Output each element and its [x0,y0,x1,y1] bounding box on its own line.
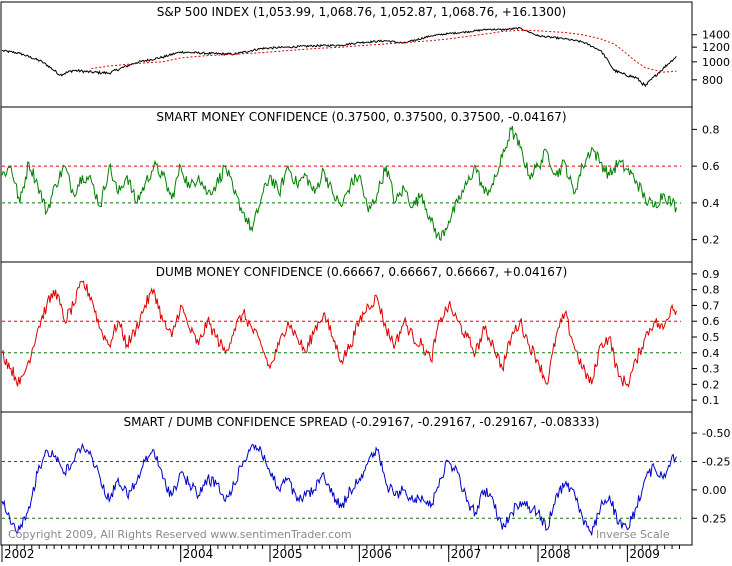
x-tick-label: 2008 [540,547,571,561]
y-tick-label: 0.4 [702,347,720,360]
y-tick-label: 0.7 [702,299,720,312]
inverse-scale-label: Inverse Scale [596,528,670,541]
y-tick-label: -0.50 [702,427,730,440]
panel-title: SMART / DUMB CONFIDENCE SPREAD (-0.29167… [124,415,600,429]
y-tick-label: 0.6 [702,160,720,173]
sp500-moving-average-line [91,29,677,73]
y-tick-label: 800 [702,74,723,87]
panel-smart-money: 0.2 0.4 0.6 0.8 SMART MONEY CONFIDENCE (0.37… [0,106,720,263]
smart-money-line [1,125,677,241]
x-tick-label: 2006 [361,547,392,561]
sp500-line [1,26,677,88]
x-tick-label: 2007 [451,547,482,561]
x-axis: 2002 2004 2005 2006 2007 2008 2009 [1,544,692,562]
panel-title: DUMB MONEY CONFIDENCE (0.66667, 0.66667,… [156,265,568,279]
panel-spread: -0.50 -0.25 0.00 0.25 SMART / DUMB CONFIDENC… [0,411,730,546]
y-tick-label: 0.2 [702,378,720,391]
y-tick-label: 0.25 [702,512,727,525]
spread-line [1,442,677,536]
y-tick-label: 1000 [702,56,730,69]
dumb-money-line [1,280,677,388]
x-tick-label: 2004 [183,547,214,561]
y-tick-label: 0.8 [702,123,720,136]
y-tick-label: 0.2 [702,234,720,247]
y-tick-label: 0.00 [702,484,727,497]
y-tick-label: 0.1 [702,394,720,407]
panel-title: S&P 500 INDEX (1,053.99, 1,068.76, 1,052… [157,5,566,19]
y-tick-label: 1400 [702,29,730,42]
y-tick-label: 0.4 [702,197,720,210]
y-tick-label: 0.3 [702,363,720,376]
y-tick-label: 0.6 [702,315,720,328]
y-tick-label: -0.25 [702,455,730,468]
x-tick-label: 2005 [272,547,303,561]
y-tick-label: 0.8 [702,284,720,297]
panel-title: SMART MONEY CONFIDENCE (0.37500, 0.37500… [156,110,566,124]
y-tick-label: 0.9 [702,268,720,281]
y-tick-label: 0.5 [702,331,720,344]
copyright-text: Copyright 2009, All Rights Reserved www.… [8,528,352,541]
panel-dumb-money: 0.1 0.2 0.3 0.4 0.5 0.6 0.7 0.8 0.9 DUMB MONEY CO… [0,261,720,413]
x-tick-label: 2002 [4,547,35,561]
y-tick-label: 1200 [702,41,730,54]
x-tick-label: 2009 [629,547,660,561]
